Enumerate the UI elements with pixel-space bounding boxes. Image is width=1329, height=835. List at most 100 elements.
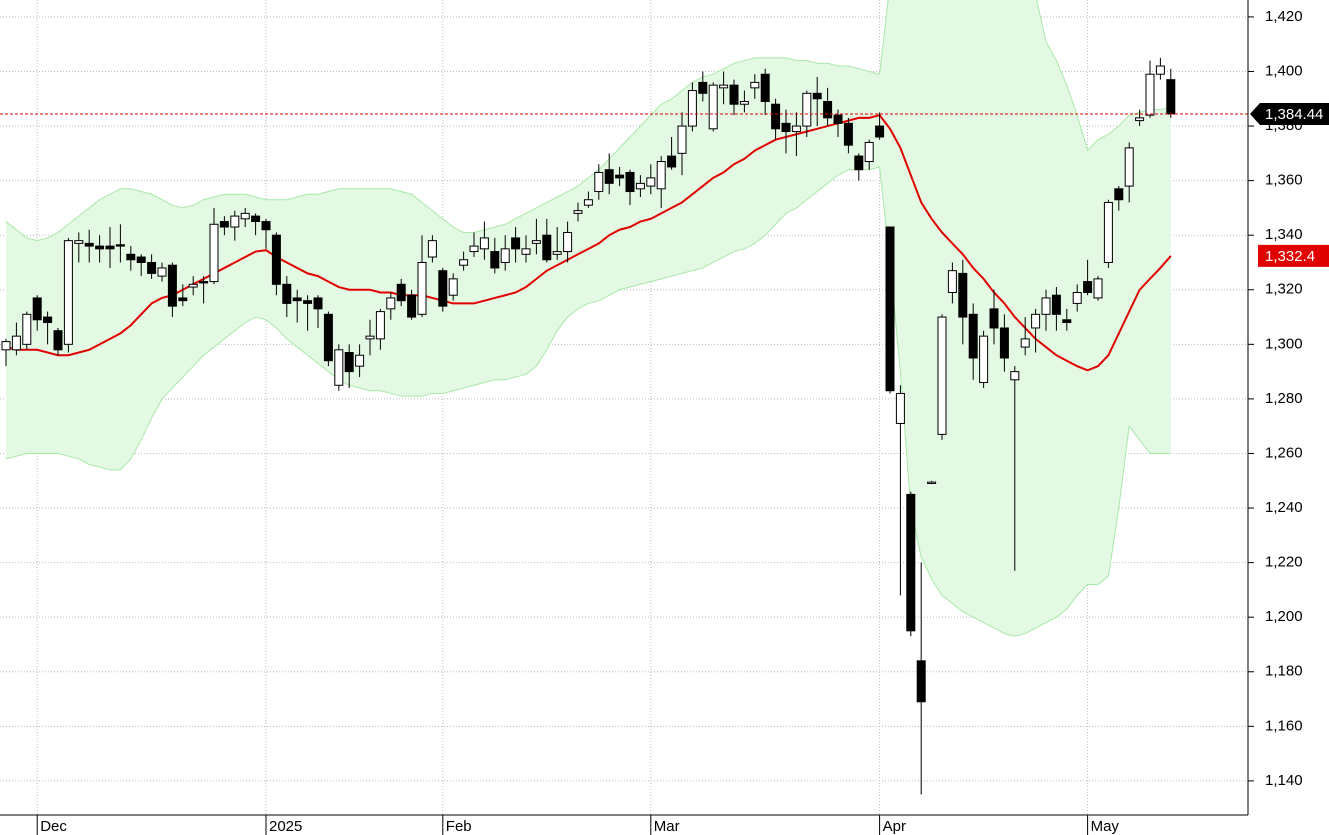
candle-body: [115, 244, 125, 247]
candle-body: [313, 297, 323, 310]
candle-body: [927, 481, 937, 484]
y-tick-label: 1,400: [1265, 62, 1303, 79]
candle-body: [344, 352, 354, 373]
x-tick-label: Dec: [40, 818, 67, 835]
candle-body: [781, 122, 791, 133]
candle-body: [937, 316, 947, 435]
price-tag-label: 1,332.4: [1265, 248, 1315, 265]
candle-body: [448, 278, 458, 296]
candle-body: [511, 237, 521, 250]
candle-body: [1135, 117, 1145, 122]
candle-body: [219, 221, 229, 228]
band-lower: [5, 166, 1171, 637]
band-upper: [5, 0, 1171, 242]
candle-body: [864, 141, 874, 163]
y-tick-label: 1,260: [1265, 444, 1303, 461]
candle-body: [251, 215, 261, 223]
y-tick-label: 1,420: [1265, 8, 1303, 25]
candle-body: [989, 308, 999, 329]
candle-body: [84, 242, 94, 247]
candle-body: [11, 335, 21, 351]
candle-body: [833, 114, 843, 124]
price-tag: [1258, 244, 1329, 267]
candle-body: [334, 349, 344, 386]
candle-body: [999, 327, 1009, 359]
candle-body: [667, 155, 677, 168]
candle-body: [209, 223, 219, 283]
candle-body: [22, 313, 32, 345]
candle-body: [802, 92, 812, 127]
candle-body: [1114, 188, 1124, 201]
candle-body: [698, 81, 708, 94]
band-fill: [6, 0, 1171, 637]
candle-body: [490, 251, 500, 269]
candle-body: [771, 103, 781, 130]
candle-body: [646, 177, 656, 187]
price-tag-label: 1,384.44: [1265, 106, 1323, 123]
candle-body: [1093, 278, 1103, 299]
candle-body: [417, 261, 427, 315]
candle-body: [157, 267, 167, 277]
candle-body: [1010, 371, 1020, 381]
candle-body: [323, 313, 333, 362]
candle-body: [105, 245, 115, 250]
candle-body: [396, 283, 406, 302]
candle-body: [1145, 73, 1155, 116]
candle-body: [750, 81, 760, 89]
candle-body: [875, 125, 885, 138]
candle-body: [375, 311, 385, 340]
candle-body: [63, 240, 73, 345]
candle-body: [573, 210, 583, 214]
candle-body: [812, 92, 822, 100]
candle-body: [167, 264, 177, 307]
candle-body: [823, 100, 833, 119]
candle-body: [531, 240, 541, 244]
candle-body: [32, 297, 42, 321]
candle-body: [552, 251, 562, 255]
y-tick-label: 1,200: [1265, 608, 1303, 625]
candle-body: [500, 248, 510, 263]
candle-body: [479, 237, 489, 250]
candle-body: [386, 297, 396, 310]
candle-body: [1083, 281, 1093, 293]
candle-body: [188, 283, 198, 288]
x-tick-label: Feb: [446, 818, 472, 835]
candle-body: [1062, 319, 1072, 324]
candle-body: [261, 221, 271, 231]
candle-body: [521, 248, 531, 255]
candle-body: [895, 392, 905, 424]
candle-body: [906, 493, 916, 632]
candle-body: [365, 335, 375, 340]
candle-body: [729, 84, 739, 105]
candle-body: [625, 171, 635, 193]
candle-body: [1072, 291, 1082, 304]
y-tick-label: 1,160: [1265, 717, 1303, 734]
candle-body: [303, 300, 313, 304]
y-tick-label: 1,300: [1265, 335, 1303, 352]
candle-body: [438, 270, 448, 307]
candle-body: [615, 174, 625, 179]
candle-body: [604, 169, 614, 184]
candle-body: [791, 125, 801, 133]
candle-body: [427, 240, 437, 258]
candle-body: [271, 234, 281, 285]
candle-body: [1051, 294, 1061, 315]
candle-body: [635, 182, 645, 190]
candle-body: [292, 297, 302, 302]
candle-body: [1166, 79, 1176, 115]
candle-body: [677, 125, 687, 154]
candle-body: [739, 100, 749, 105]
candle-body: [947, 270, 957, 293]
candle-body: [240, 212, 250, 220]
candle-body: [1103, 201, 1113, 263]
y-tick-label: 1,140: [1265, 772, 1303, 789]
x-tick-label: Mar: [654, 818, 680, 835]
candle-body: [147, 261, 157, 274]
y-tick-label: 1,320: [1265, 281, 1303, 298]
price-tag: [1250, 102, 1329, 125]
y-tick-label: 1,360: [1265, 172, 1303, 189]
candle-body: [656, 161, 666, 190]
candle-body: [459, 259, 469, 266]
candle-body: [407, 294, 417, 318]
